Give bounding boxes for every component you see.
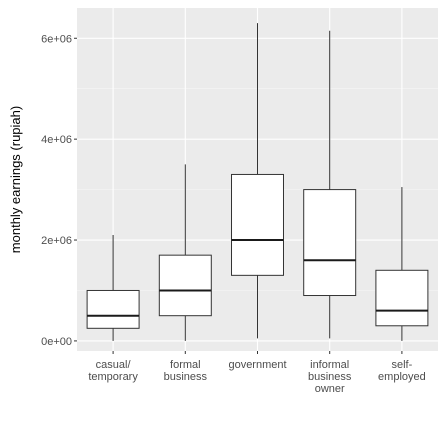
x-tick-label-line: formal	[170, 359, 201, 371]
x-tick-label-line: business	[308, 371, 352, 383]
box-iqr	[86, 289, 140, 329]
x-tick-label-line: government	[228, 359, 286, 371]
box-group	[86, 234, 140, 341]
y-tick-label: 4e+06	[41, 134, 72, 146]
x-tick-label-line: owner	[315, 383, 345, 395]
y-tick-label: 2e+06	[41, 235, 72, 247]
y-axis: 0e+00 2e+06 4e+06 6e+06	[41, 33, 77, 348]
x-tick-label-line: business	[164, 371, 208, 383]
box-iqr	[158, 254, 212, 317]
x-tick-label-line: temporary	[88, 371, 138, 383]
x-tick-label: government	[228, 359, 286, 371]
box-group	[303, 30, 357, 339]
y-tick-label: 0e+00	[41, 336, 72, 348]
x-tick-label: informal business owner	[308, 359, 352, 395]
box-iqr	[303, 189, 357, 297]
y-tick-label: 6e+06	[41, 33, 72, 45]
box-series	[86, 23, 429, 341]
x-tick-label: casual/temporary	[88, 359, 138, 383]
x-tick-label: formal business	[164, 359, 208, 383]
box-group	[375, 187, 429, 341]
x-tick-label-line: employed	[378, 371, 426, 383]
x-tick-label-line: informal	[310, 359, 349, 371]
x-tick-label-line: self-	[392, 359, 413, 371]
box-group	[231, 23, 284, 339]
box-iqr	[375, 269, 429, 327]
box-group	[158, 164, 212, 341]
box-iqr	[231, 173, 284, 276]
x-tick-label: self-employed	[378, 359, 426, 383]
x-tick-label-line: casual/	[96, 359, 132, 371]
y-axis-title: monthly earnings (rupiah)	[8, 106, 23, 253]
